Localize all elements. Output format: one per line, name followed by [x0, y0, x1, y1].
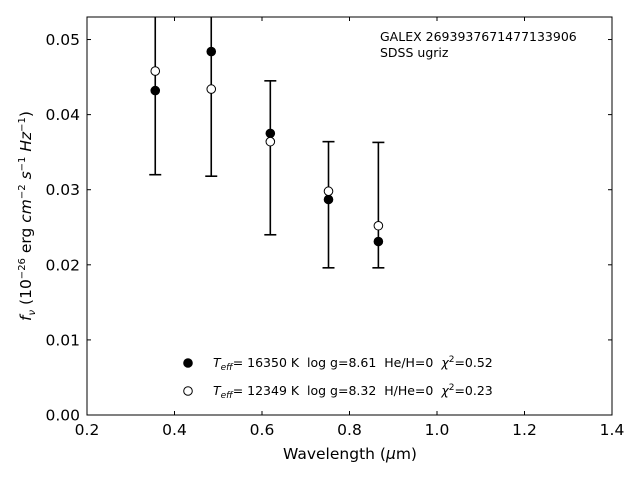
filled-data-point [323, 194, 334, 205]
x-tick-label: 1.4 [600, 421, 625, 439]
y-tick-label: 0.04 [45, 106, 80, 124]
y-tick-label: 0.05 [45, 31, 80, 49]
x-tick-label: 0.6 [250, 421, 275, 439]
filled-data-point [265, 128, 276, 139]
error-bar [372, 141, 385, 269]
y-tick-label: 0.00 [45, 407, 80, 425]
open-data-point [206, 84, 217, 94]
y-tick-label: 0.01 [45, 331, 80, 349]
x-tick-label: 1.2 [512, 421, 537, 439]
legend-label-filled: Teff= 16350 K log g=8.61 He/H=0 χ2=0.52 [213, 355, 493, 373]
annotation-line-2: SDSS ugriz [380, 45, 449, 60]
open-data-point [323, 186, 334, 197]
legend-marker-filled [183, 358, 193, 368]
filled-data-point [206, 46, 217, 57]
x-tick-label: 0.2 [75, 421, 100, 439]
error-bar [205, 17, 218, 177]
filled-data-point [373, 236, 384, 247]
error-bar [322, 140, 335, 269]
annotation-line-1: GALEX 2693937671477133906 [380, 29, 577, 44]
x-axis-title: Wavelength (μm) [283, 445, 417, 463]
y-axis-title: fν (10−26 erg cm−2 s−1 Hz−1) [17, 111, 38, 321]
open-data-point [265, 136, 276, 147]
x-tick-label: 0.8 [337, 421, 362, 439]
error-bar [149, 17, 162, 176]
error-bar [264, 80, 277, 236]
x-tick-label: 0.4 [162, 421, 187, 439]
y-tick-label: 0.02 [45, 256, 80, 274]
legend-marker-open [183, 386, 193, 396]
legend-label-open: Teff= 12349 K log g=8.32 H/He=0 χ2=0.23 [213, 383, 493, 401]
error-bars [149, 17, 385, 269]
open-data-point [373, 220, 384, 231]
open-markers [150, 66, 384, 231]
x-axis-ticks: 0.2 0.4 0.6 0.8 1.0 1.2 1.4 [75, 17, 625, 439]
open-data-point [150, 66, 161, 76]
legend: Teff= 16350 K log g=8.61 He/H=0 χ2=0.52 … [183, 355, 493, 401]
y-axis-ticks: 0.00 0.01 0.02 0.03 0.04 0.05 [45, 31, 612, 425]
filled-markers [150, 46, 384, 247]
filled-data-point [150, 85, 161, 96]
y-tick-label: 0.03 [45, 181, 80, 199]
x-tick-label: 1.0 [425, 421, 450, 439]
